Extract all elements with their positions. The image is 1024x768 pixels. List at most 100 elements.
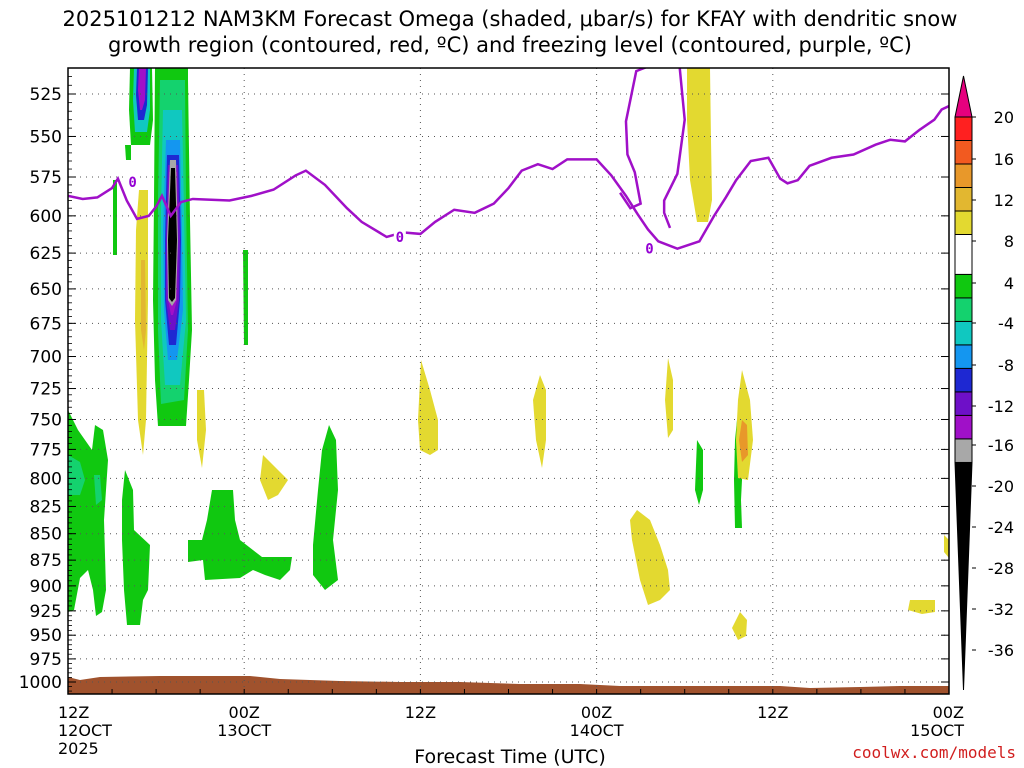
y-axis: 525 550 575 600 625 650 675 700 725 750 775 800 825 8… [19,76,949,693]
y-tick-label: 975 [30,650,62,670]
omega-region-green-low-5 [695,440,703,505]
omega-region-yellow-low-4 [630,510,670,605]
x-axis-label: Forecast Time (UTC) [414,746,605,768]
colorbar-label: -28 [988,559,1014,578]
y-tick-label: 650 [30,280,62,300]
y-tick-label: 675 [30,314,62,334]
omega-region-yellow-low-9 [944,535,949,558]
x-tick-label: 12Z [757,703,788,722]
colorbar-bottom-arrow [954,461,973,691]
y-tick-label: 875 [30,551,62,571]
colorbar-label: -12 [988,397,1014,416]
freezing-level-label: 0 [396,230,404,246]
omega-region-black [168,168,177,302]
colorbar-segment [954,163,973,188]
colorbar-segment [954,297,973,322]
colorbar: 20 16 12 8 4 -4 -8 -12 -16 -20 -24 -28 -32 -36 [954,75,1014,691]
x-tick-label: 00Z [933,703,964,722]
chart-title-line2: growth region (contoured, red, ºC) and f… [108,33,912,57]
freezing-label-bg [393,228,406,244]
y-tick-label: 950 [30,626,62,646]
colorbar-segment [954,320,973,346]
y-tick-label: 525 [30,85,62,105]
x-tick-date: 15OCT [910,721,964,740]
y-tick-label: 725 [30,380,62,400]
y-tick-label: 825 [30,497,62,517]
freezing-label-bg [643,240,656,256]
colorbar-label: 16 [994,150,1014,169]
colorbar-segment [954,140,973,165]
colorbar-label: -20 [988,477,1014,496]
colorbar-label: 4 [1004,274,1014,293]
colorbar-label: -8 [998,356,1014,375]
colorbar-label: -24 [988,518,1014,537]
x-tick-label: 12Z [58,703,89,722]
colorbar-segment [954,367,973,393]
colorbar-segment [954,210,973,235]
omega-region-yellow-low-5 [665,358,673,438]
plot-area: 0 0 0 [68,68,949,694]
x-tick-label: 00Z [229,703,260,722]
x-tick-date: 12OCT [58,721,112,740]
y-tick-label: 775 [30,440,62,460]
omega-region-green-small-3 [125,145,131,160]
colorbar-label: -4 [998,314,1014,333]
omega-region-violet-2 [138,68,146,110]
colorbar-segment [954,438,973,463]
y-tick-label: 925 [30,602,62,622]
colorbar-segment [954,187,973,212]
freezing-level-branch [619,68,648,210]
colorbar-segment [954,234,973,275]
omega-region-yellow-low-3 [533,375,546,468]
colorbar-top-arrow [954,75,973,118]
colorbar-segment [954,414,973,440]
colorbar-label: -32 [988,600,1014,619]
omega-region-yellow-upper [687,68,712,222]
x-tick-label: 12Z [405,703,436,722]
x-tick-label: 00Z [581,703,612,722]
omega-region-yellow-3 [197,390,206,468]
omega-region-cyan-low-1 [94,475,102,505]
omega-region-yellow-low-1 [260,455,288,500]
freezing-level-label: 0 [645,242,653,258]
y-tick-label: 1000 [19,673,62,693]
omega-shading [68,68,949,640]
y-tick-label: 625 [30,244,62,264]
freezing-level-line [68,104,949,251]
omega-region-green-small-2 [243,250,248,345]
colorbar-label: -36 [988,641,1014,660]
omega-region-orange-low-6 [739,420,748,462]
freezing-level-branch-2 [662,68,686,229]
y-tick-label: 750 [30,410,62,430]
colorbar-segment [954,273,973,299]
credit-label: coolwx.com/models [852,743,1016,762]
freezing-level: 0 0 0 [68,68,949,258]
x-tick-date: 13OCT [217,721,271,740]
omega-region-green-small-1 [113,180,117,255]
colorbar-segment [954,391,973,416]
omega-region-yellow-2 [141,260,146,350]
colorbar-segment [954,116,973,141]
omega-region-yellow-low-7 [732,612,747,640]
colorbar-label: 12 [994,191,1014,210]
grid [68,68,949,694]
omega-region-green-low-3 [188,490,292,580]
omega-region-yellow-low-2 [418,360,438,455]
y-tick-label: 900 [30,577,62,597]
x-tick-year: 2025 [58,739,99,758]
omega-region-green-low-4 [313,425,338,590]
chart-title-line1: 2025101212 NAM3KM Forecast Omega (shaded… [63,7,958,31]
colorbar-segment [954,344,973,369]
colorbar-label: 20 [994,108,1014,127]
y-tick-label: 550 [30,127,62,147]
x-tick-date: 14OCT [570,721,624,740]
colorbar-label: -16 [988,436,1014,455]
y-tick-label: 800 [30,469,62,489]
y-tick-label: 700 [30,348,62,368]
freezing-label-bg [126,173,139,189]
y-tick-label: 600 [30,207,62,227]
y-tick-label: 575 [30,168,62,188]
colorbar-label: 8 [1004,232,1014,251]
